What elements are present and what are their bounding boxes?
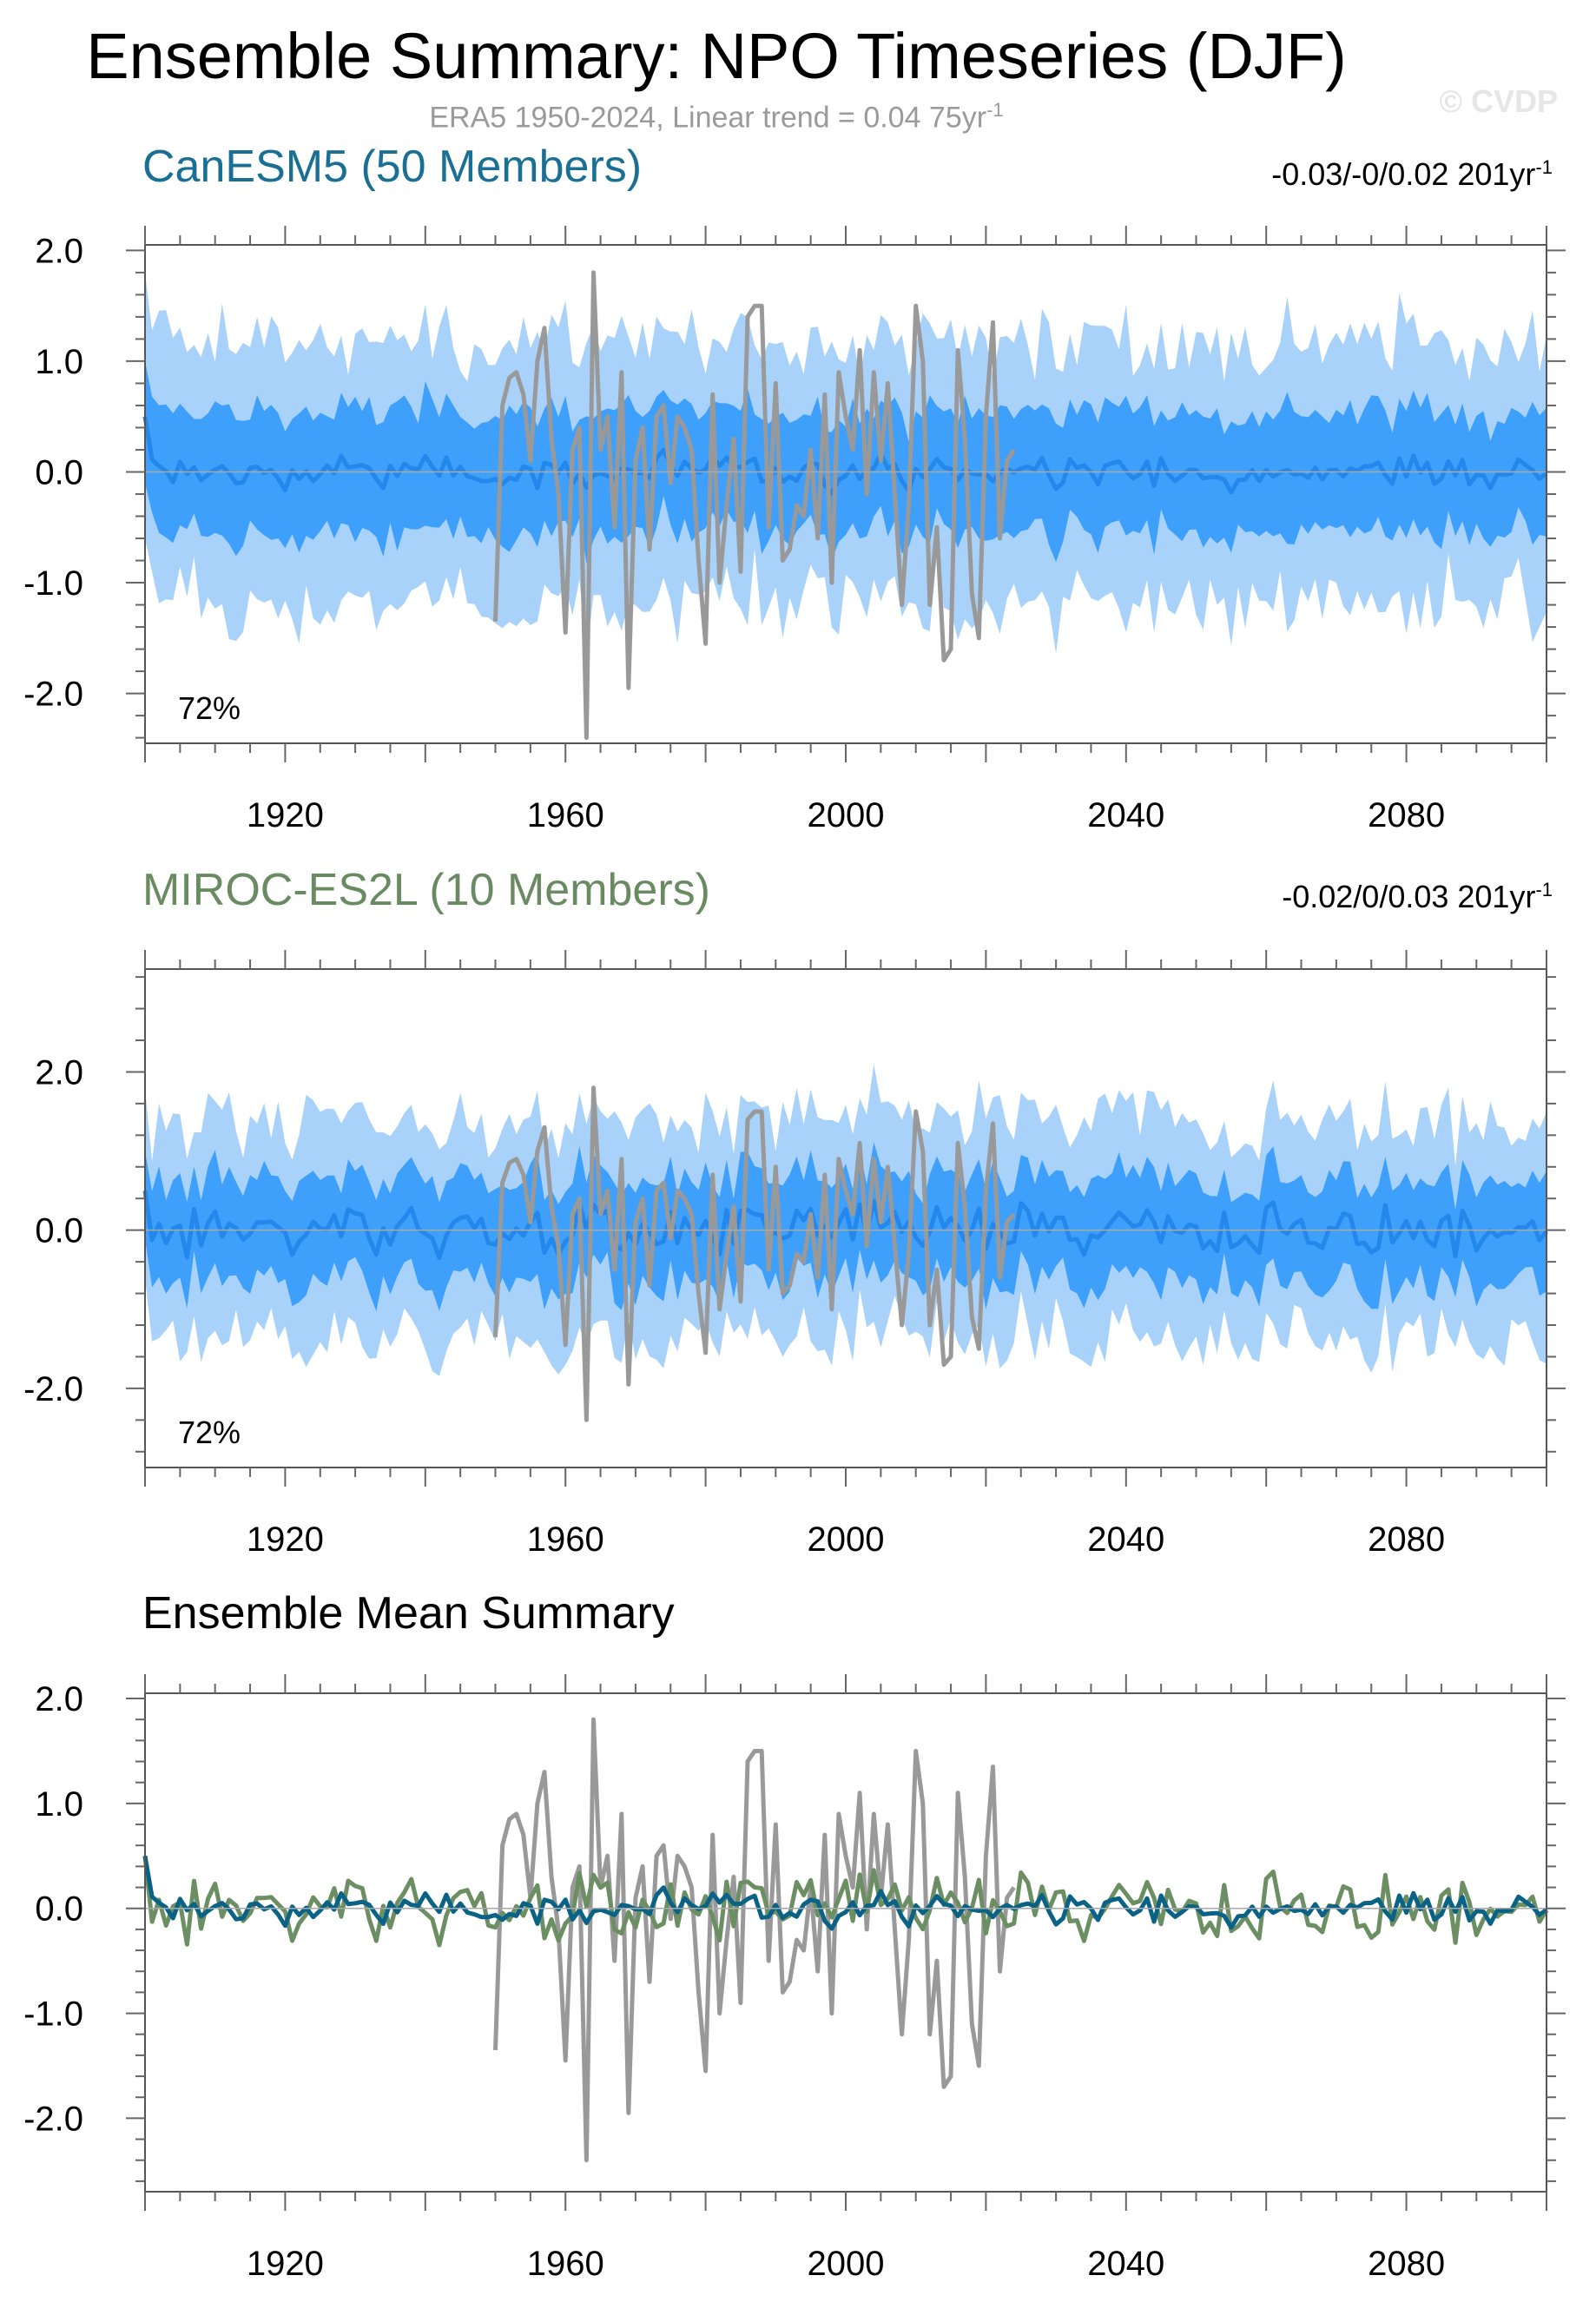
canesm5-xtick-label: 2040 xyxy=(1087,796,1164,834)
mean-plot-frame xyxy=(144,1692,1547,2193)
mean-ytick-label: 1.0 xyxy=(35,1785,83,1824)
mean-xtick-label: 1960 xyxy=(527,2245,604,2283)
miroc-ensemble-mean-line xyxy=(142,1190,1548,1260)
canesm5-era5-obs-line xyxy=(493,270,1016,741)
canesm5-ytick-label: -1.0 xyxy=(23,564,83,603)
miroc-percent-label: 72% xyxy=(178,1415,241,1450)
miroc-trend-label: -0.02/0/0.03 201yr-1 xyxy=(1282,879,1553,915)
canesm5-ytick-label: -2.0 xyxy=(23,676,83,714)
cvdp-watermark: © CVDP xyxy=(1439,83,1558,119)
mean-ytick-label: -2.0 xyxy=(23,2100,83,2138)
canesm5-trend-text: -0.03/-0/0.02 201yr xyxy=(1271,156,1536,192)
canesm5-interquartile-band xyxy=(145,360,1547,564)
miroc-ytick-label: 0.0 xyxy=(35,1212,83,1250)
subtitle-superscript: -1 xyxy=(986,99,1004,121)
mean-xtick-label: 1920 xyxy=(247,2245,324,2283)
miroc-era5-obs-line xyxy=(493,1085,1016,1422)
canesm5-xtick-label: 2080 xyxy=(1368,796,1445,834)
canesm5-percent-label: 72% xyxy=(178,690,241,726)
miroc-xtick-label: 2080 xyxy=(1368,1520,1445,1559)
miroc-ytick-label: 2.0 xyxy=(35,1053,83,1092)
miroc-trend-sup: -1 xyxy=(1535,879,1553,900)
miroc-xtick-label: 1920 xyxy=(247,1520,324,1559)
mean-ytick-label: -1.0 xyxy=(23,1995,83,2034)
canesm5-trend-label: -0.03/-0/0.02 201yr-1 xyxy=(1271,156,1553,193)
canesm5-xtick-label: 1920 xyxy=(247,796,324,834)
subtitle: ERA5 1950-2024, Linear trend = 0.04 75yr… xyxy=(0,99,1433,135)
canesm5-xtick-label: 1960 xyxy=(527,796,604,834)
miroc-xtick-label: 1960 xyxy=(527,1520,604,1559)
mean-ytick-label: 2.0 xyxy=(35,1680,83,1718)
miroc-interquartile-band xyxy=(145,1142,1547,1312)
miroc-panel-title: MIROC-ES2L (10 Members) xyxy=(142,865,710,915)
mean-miroc-line xyxy=(142,1856,1549,1948)
canesm5-ytick-label: 0.0 xyxy=(35,453,83,491)
canesm5-ytick-label: 2.0 xyxy=(35,232,83,270)
canesm5-panel-title: CanESM5 (50 Members) xyxy=(142,142,643,192)
canesm5-ytick-label: 1.0 xyxy=(35,343,83,381)
mean-canesm5-line xyxy=(142,1855,1548,1931)
canesm5-trend-sup: -1 xyxy=(1535,156,1553,178)
miroc-trend-text: -0.02/0/0.03 201yr xyxy=(1282,879,1536,914)
mean-xtick-label: 2000 xyxy=(808,2245,885,2283)
mean-xtick-label: 2080 xyxy=(1368,2245,1445,2283)
mean-era5-obs-line xyxy=(493,1717,1016,2163)
canesm5-ensemble-mean-line xyxy=(142,416,1548,496)
page-title: Ensemble Summary: NPO Timeseries (DJF) xyxy=(86,20,1347,92)
mean-xtick-label: 2040 xyxy=(1087,2245,1164,2283)
canesm5-xtick-label: 2000 xyxy=(808,796,885,834)
miroc-ytick-label: -2.0 xyxy=(23,1370,83,1408)
miroc-xtick-label: 2040 xyxy=(1087,1520,1164,1559)
miroc-xtick-label: 2000 xyxy=(808,1520,885,1559)
subtitle-text: ERA5 1950-2024, Linear trend = 0.04 75yr xyxy=(429,101,987,135)
mean-panel-title: Ensemble Mean Summary xyxy=(142,1588,675,1639)
mean-ytick-label: 0.0 xyxy=(35,1890,83,1929)
